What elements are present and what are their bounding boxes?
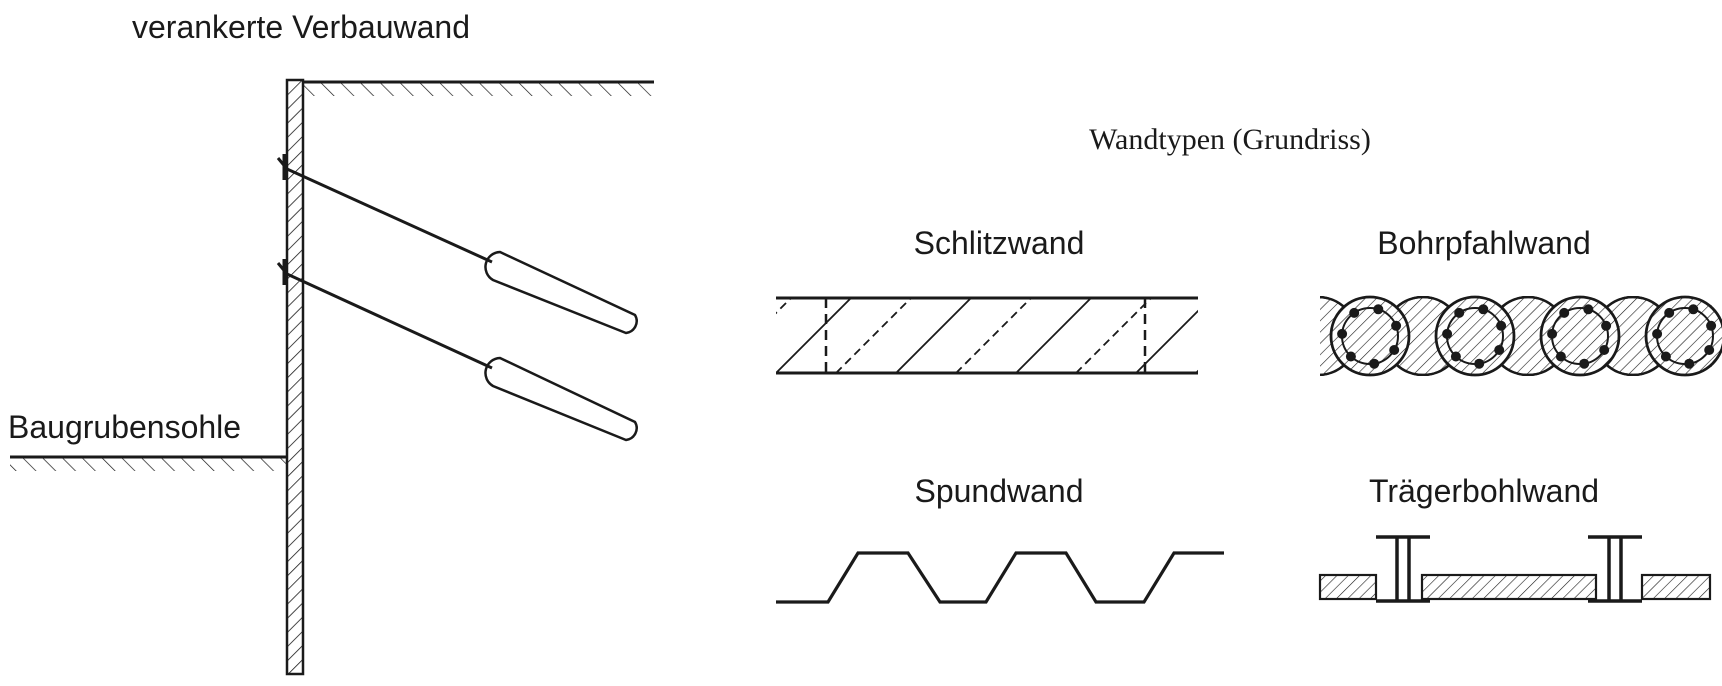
rebar bbox=[1555, 351, 1566, 362]
rebar bbox=[1579, 358, 1590, 369]
rebar bbox=[1494, 345, 1505, 355]
rebar bbox=[1664, 307, 1675, 318]
pile-reinforced bbox=[1644, 295, 1722, 377]
rebar bbox=[1450, 351, 1461, 362]
rebar bbox=[1454, 307, 1465, 318]
anchored-wall-section: verankerte Verbauwand Baugrubensohle bbox=[8, 9, 654, 676]
rebar bbox=[1373, 304, 1384, 315]
pile-reinforced bbox=[1329, 295, 1411, 377]
rebar bbox=[1496, 320, 1507, 331]
rebar bbox=[1442, 328, 1453, 339]
excavation-floor-label: Baugrubensohle bbox=[8, 409, 241, 445]
grout-body-lower bbox=[484, 356, 638, 442]
rebar bbox=[1478, 304, 1489, 315]
rebar bbox=[1704, 345, 1715, 355]
ground-anchor-lower bbox=[276, 259, 638, 442]
steel-h-beam bbox=[1376, 535, 1430, 603]
pile-reinforced bbox=[1539, 295, 1621, 377]
rebar bbox=[1337, 328, 1348, 339]
rebar bbox=[1369, 358, 1380, 369]
rebar bbox=[1559, 307, 1570, 318]
sheet-pile-wall-plan bbox=[776, 551, 1224, 604]
wall-types-plan: Wandtypen (Grundriss) Schlitzwand Bohrpf bbox=[776, 123, 1722, 604]
rebar bbox=[1547, 328, 1558, 339]
soldier-pile-wall-label: Trägerbohlwand bbox=[1369, 473, 1599, 509]
ground-surface-top bbox=[304, 80, 654, 96]
rebar bbox=[1660, 351, 1671, 362]
retaining-wall bbox=[285, 78, 305, 676]
rebar bbox=[1688, 304, 1699, 315]
rebar bbox=[1601, 320, 1612, 331]
anchored-wall-title: verankerte Verbauwand bbox=[132, 9, 470, 45]
ground-anchor-upper bbox=[276, 154, 638, 335]
rebar bbox=[1599, 345, 1610, 355]
rebar bbox=[1345, 351, 1356, 362]
rebar bbox=[1389, 345, 1400, 355]
pile-reinforced bbox=[1434, 295, 1516, 377]
bored-pile-wall-label: Bohrpfahlwand bbox=[1377, 225, 1590, 261]
rebar bbox=[1684, 358, 1695, 369]
bored-pile-wall-plan bbox=[1320, 295, 1722, 377]
timber-lagging bbox=[1318, 573, 1712, 601]
excavation-floor bbox=[10, 455, 286, 471]
soldier-pile-wall-plan bbox=[1318, 535, 1712, 603]
rebar bbox=[1474, 358, 1485, 369]
rebar bbox=[1583, 304, 1594, 315]
rebar bbox=[1706, 320, 1717, 331]
slurry-wall-label: Schlitzwand bbox=[914, 225, 1085, 261]
wall-types-title: Wandtypen (Grundriss) bbox=[1089, 123, 1371, 156]
grout-body-upper bbox=[484, 250, 638, 335]
rebar bbox=[1391, 320, 1402, 331]
steel-h-beam bbox=[1588, 535, 1642, 603]
slurry-wall-plan bbox=[776, 296, 1198, 375]
sheet-pile-wall-label: Spundwand bbox=[914, 473, 1083, 509]
rebar bbox=[1652, 328, 1663, 339]
rebar bbox=[1349, 307, 1360, 318]
